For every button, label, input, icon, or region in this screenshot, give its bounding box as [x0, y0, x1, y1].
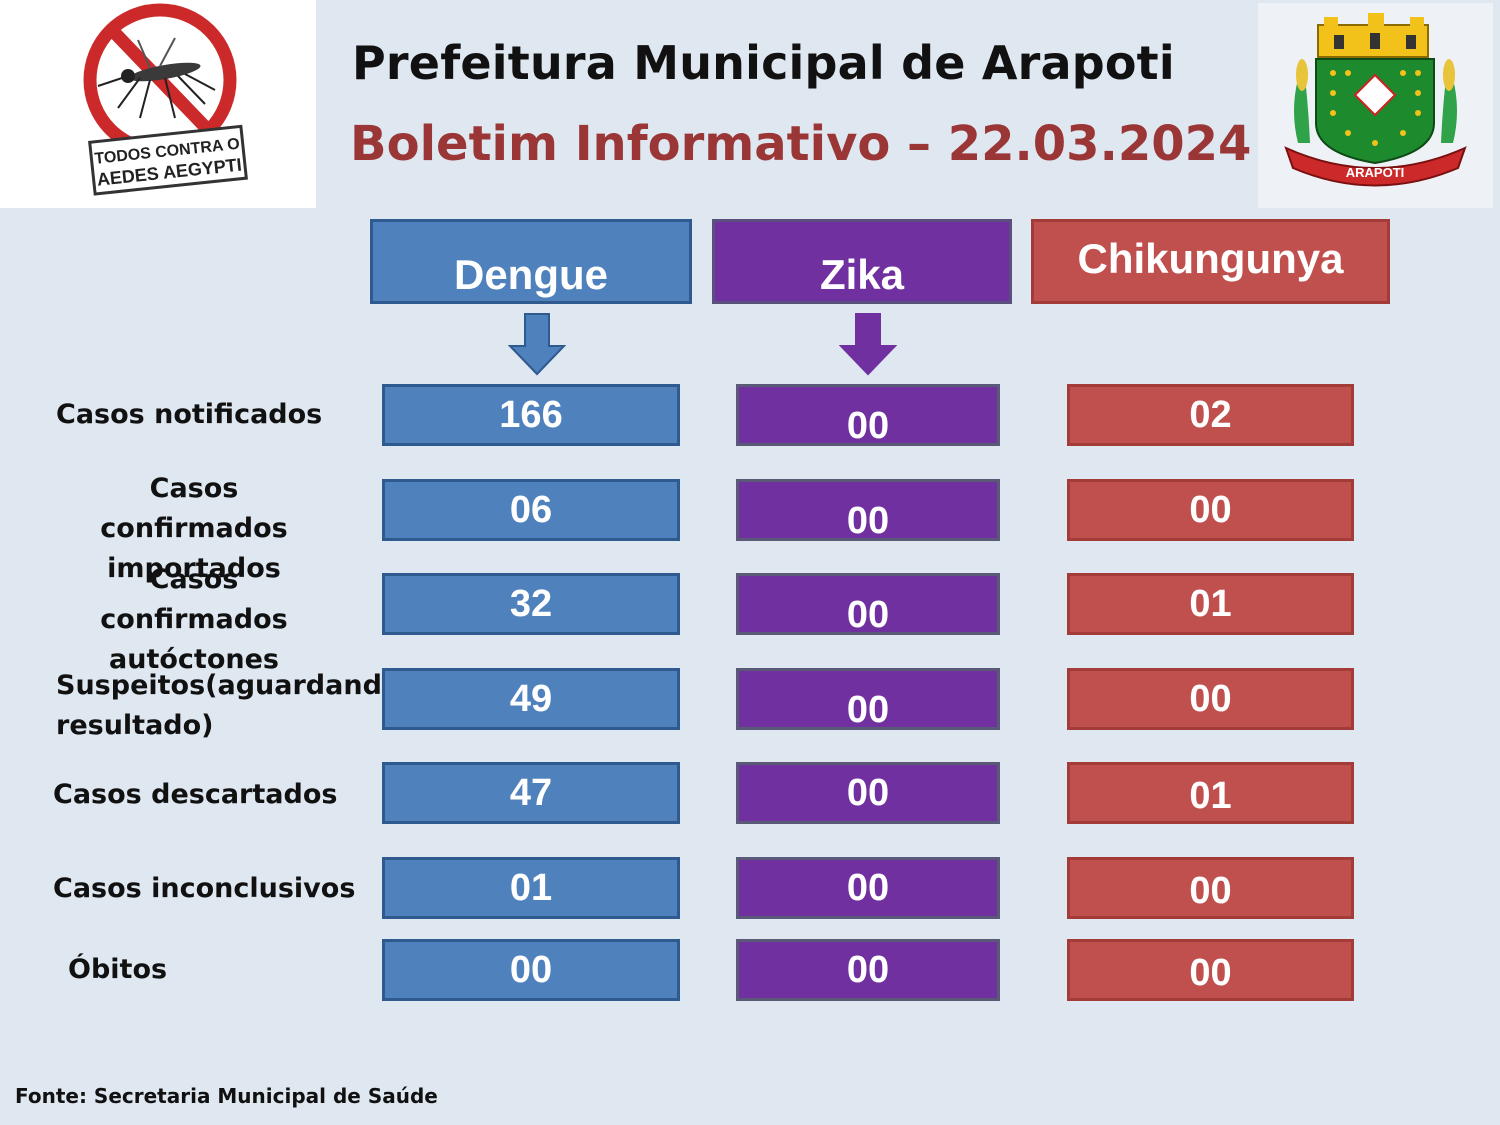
value-dengue-obitos: 00 [382, 939, 680, 1001]
coat-of-arms-icon: ARAPOTI [1284, 13, 1467, 187]
column-header-dengue: Dengue [370, 219, 692, 304]
row-label-line: importados [107, 553, 281, 584]
row-label-line: Suspeitos(aguardando [56, 670, 401, 701]
column-header-chikungunya: Chikungunya [1031, 219, 1390, 304]
page-subtitle: Boletim Informativo – 22.03.2024 [350, 116, 1252, 172]
value-chikungunya-importados: 00 [1067, 479, 1354, 541]
source-footnote: Fonte: Secretaria Municipal de Saúde [15, 1084, 438, 1108]
coat-of-arms-text: ARAPOTI [1346, 165, 1405, 180]
row-label-confirmados-importados: Casos confirmados importados [60, 469, 328, 589]
value-chikungunya-suspeitos: 00 [1067, 668, 1354, 730]
value-zika-inconclusivos: 00 [736, 857, 1000, 919]
arapoti-coat-of-arms: ARAPOTI [1258, 3, 1493, 208]
row-label-casos-descartados: Casos descartados [53, 779, 338, 810]
row-label-suspeitos: Suspeitos(aguardando resultado) [56, 666, 400, 746]
no-mosquito-icon: TODOS CONTRA O AEDES AEGYPTI [83, 3, 248, 196]
value-chikungunya-notificados: 02 [1067, 384, 1354, 446]
row-label-line: Casos confirmados [100, 473, 288, 544]
value-chikungunya-inconclusivos: 00 [1067, 857, 1354, 919]
value-dengue-notificados: 166 [382, 384, 680, 446]
value-chikungunya-descartados: 01 [1067, 762, 1354, 824]
column-header-zika: Zika [712, 219, 1012, 304]
row-label-line: Casos confirmados [100, 564, 288, 635]
row-label-obitos: Óbitos [68, 954, 168, 985]
row-label-confirmados-autoctones: Casos confirmados autóctones [60, 560, 328, 680]
arrow-down-icon [839, 313, 897, 376]
value-zika-suspeitos: 00 [736, 668, 1000, 731]
arrow-down-icon [508, 313, 566, 376]
row-label-line: resultado) [56, 710, 214, 741]
row-label-casos-notificados: Casos notificados [56, 399, 323, 430]
row-label-line: autóctones [109, 644, 279, 675]
value-chikungunya-obitos: 00 [1067, 939, 1354, 1001]
page-title: Prefeitura Municipal de Arapoti [352, 36, 1175, 90]
aedes-campaign-logo: TODOS CONTRA O AEDES AEGYPTI [0, 0, 316, 208]
value-zika-descartados: 00 [736, 762, 1000, 824]
value-chikungunya-autoctones: 01 [1067, 573, 1354, 635]
value-dengue-importados: 06 [382, 479, 680, 541]
value-dengue-autoctones: 32 [382, 573, 680, 635]
value-zika-importados: 00 [736, 479, 1000, 542]
value-zika-obitos: 00 [736, 939, 1000, 1001]
value-dengue-descartados: 47 [382, 762, 680, 824]
row-label-casos-inconclusivos: Casos inconclusivos [53, 873, 356, 904]
value-dengue-inconclusivos: 01 [382, 857, 680, 919]
value-dengue-suspeitos: 49 [382, 668, 680, 730]
value-zika-autoctones: 00 [736, 573, 1000, 636]
value-zika-notificados: 00 [736, 384, 1000, 447]
